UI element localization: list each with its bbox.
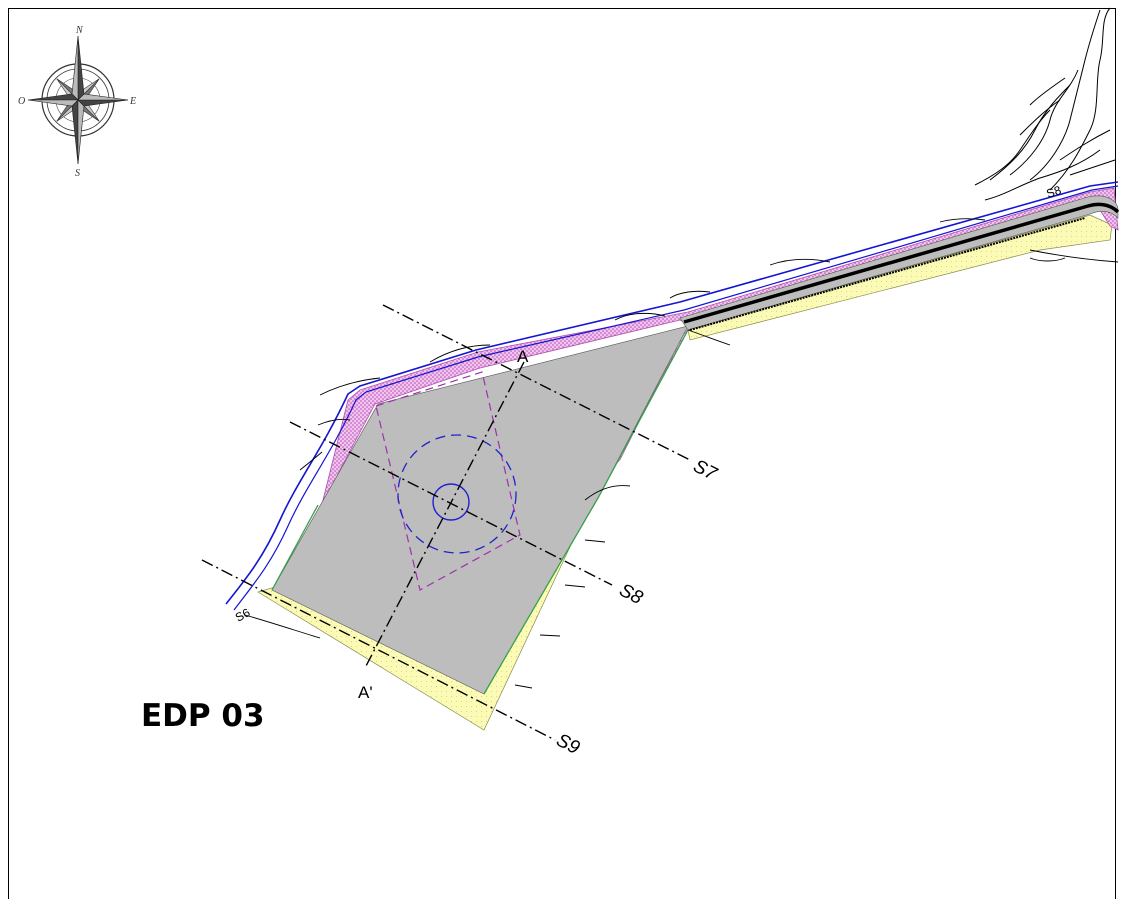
- compass-rose: N S E O: [18, 25, 136, 179]
- point-a-label: A: [517, 347, 529, 366]
- compass-west-label: O: [18, 96, 25, 107]
- compass-south-label: S: [75, 168, 80, 179]
- section-s7-label: S7: [690, 456, 722, 486]
- compass-east-label: E: [129, 96, 136, 107]
- road-drain-line: [690, 218, 1085, 330]
- compass-north-label: N: [75, 25, 84, 36]
- road-embankment-slope: [688, 215, 1112, 340]
- contour-lines: [975, 8, 1115, 200]
- section-s9-label: S9: [553, 730, 584, 759]
- drawing-title: EDP 03: [141, 698, 265, 734]
- section-s8-small-label: S8: [1045, 183, 1064, 201]
- point-a-prime-label: A': [358, 683, 373, 702]
- section-s8-label: S8: [616, 580, 647, 609]
